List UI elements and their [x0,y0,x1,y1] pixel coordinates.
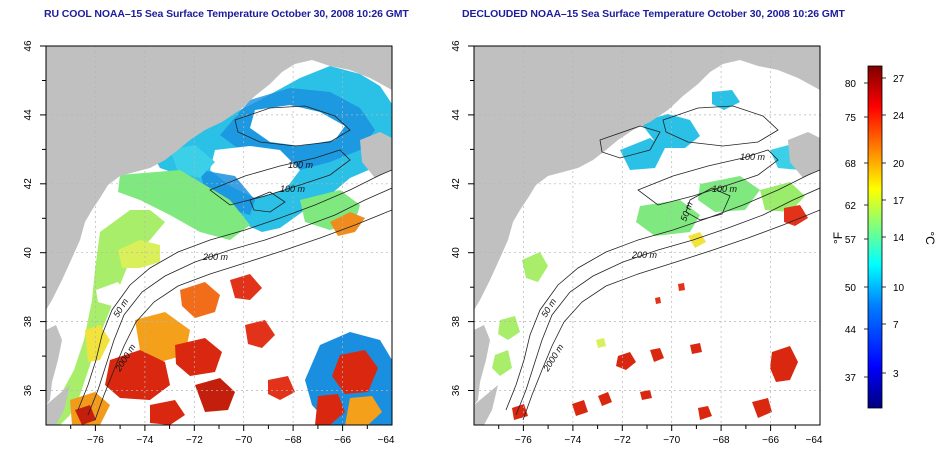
celsius-tick-labels: 27 24 20 17 14 10 7 3 [893,74,905,380]
y-tick-label: 46 [451,40,462,52]
colorbar-gradient [867,65,883,409]
fahrenheit-tick: 50 [845,283,857,294]
celsius-tick: 10 [893,283,905,294]
y-tick-label: 36 [451,385,462,397]
contour-label-200m: 200 m [202,252,229,262]
celsius-tick: 14 [893,233,905,244]
y-tick-label: 46 [23,40,34,52]
fahrenheit-tick: 68 [845,159,857,170]
right-map-panel: 100 m 100 m 50 m 200 m 50 m 2000 m [451,40,823,446]
y-tick-label: 42 [23,178,34,190]
y-tick-label: 44 [451,109,462,121]
fahrenheit-tick: 57 [845,235,857,246]
x-tick-label: −72 [614,435,631,446]
y-tick-labels: 46 44 42 40 38 36 [451,40,462,396]
x-tick-labels: −76 −74 −72 −70 −68 −66 −64 [87,435,395,446]
x-tick-label: −74 [564,435,581,446]
y-tick-label: 40 [451,247,462,259]
fahrenheit-tick: 62 [845,201,857,212]
contour-label-100m-a: 100 m [288,160,314,170]
x-tick-label: −64 [806,435,823,446]
contour-label-100m-a: 100 m [740,152,766,162]
temperature-colorbar: 80 75 68 62 57 50 44 37 27 24 20 17 14 1… [831,65,937,409]
x-axis-ticks [498,425,796,431]
x-tick-label: −76 [515,435,532,446]
y-tick-labels: 46 44 42 40 38 36 [23,40,34,396]
celsius-tick: 24 [893,111,905,122]
celsius-tick: 20 [893,159,905,170]
x-axis-ticks [70,425,368,431]
x-tick-labels: −76 −74 −72 −70 −68 −66 −64 [515,435,823,446]
bathymetry-contours [505,105,820,421]
x-tick-label: −68 [285,435,302,446]
celsius-tick: 3 [893,369,899,380]
x-tick-label: −70 [235,435,252,446]
contour-label-100m-b: 100 m [712,184,738,194]
colorbar-ticks [864,77,886,378]
fahrenheit-tick: 80 [845,79,857,90]
celsius-tick: 17 [893,196,905,207]
y-tick-label: 42 [451,178,462,190]
y-tick-label: 36 [23,385,34,397]
y-tick-label: 38 [23,316,34,328]
contour-label-100m-b: 100 m [280,184,306,194]
x-tick-label: −66 [334,435,351,446]
land-mass [46,46,392,425]
left-panel-title: RU COOL NOAA–15 Sea Surface Temperature … [44,8,409,20]
celsius-tick: 27 [893,74,905,85]
x-tick-label: −68 [713,435,730,446]
left-map-panel: 100 m 100 m 200 m 50 m 2000 m [23,40,395,446]
x-tick-label: −72 [186,435,203,446]
right-panel-title: DECLOUDED NOAA–15 Sea Surface Temperatur… [462,8,845,20]
fahrenheit-axis-label: °F [831,232,845,244]
celsius-tick: 7 [893,320,899,331]
land-mass [474,46,820,425]
y-tick-label: 38 [451,316,462,328]
x-tick-label: −66 [762,435,779,446]
y-axis-ticks [40,45,46,391]
sst-overlay [478,90,812,420]
x-tick-label: −74 [136,435,153,446]
celsius-axis-label: °C [923,231,937,245]
fahrenheit-tick: 75 [845,113,857,124]
y-tick-label: 44 [23,109,34,121]
x-tick-label: −70 [663,435,680,446]
contour-label-200m: 200 m [631,250,658,260]
y-axis-ticks [468,45,474,391]
fahrenheit-tick: 44 [845,325,857,336]
fahrenheit-tick: 37 [845,373,857,384]
fahrenheit-tick-labels: 80 75 68 62 57 50 44 37 [845,79,857,384]
x-tick-label: −64 [378,435,395,446]
y-tick-label: 40 [23,247,34,259]
bathymetry-contours [77,105,392,421]
x-tick-label: −76 [87,435,104,446]
